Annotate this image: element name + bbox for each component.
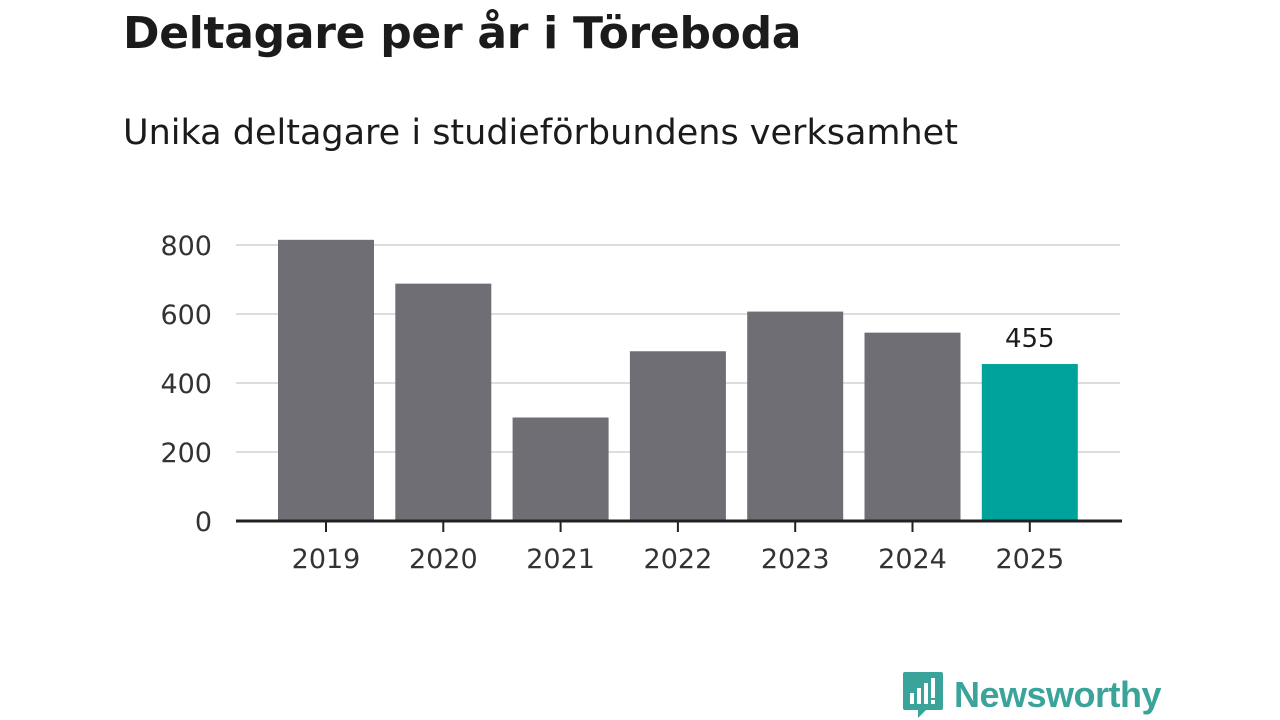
x-tick-label: 2022 <box>644 544 713 575</box>
labels: 0 200 400 600 800 2019 2020 2021 2022 2023 2024 202… <box>160 231 1064 575</box>
y-tick-label: 600 <box>160 300 212 331</box>
axes <box>236 519 1122 532</box>
bars <box>278 239 1078 521</box>
x-tick-label: 2021 <box>526 544 595 575</box>
bar-2019 <box>278 239 374 521</box>
x-tick-label: 2020 <box>409 544 478 575</box>
x-tick-label: 2019 <box>292 544 361 575</box>
y-tick-label: 800 <box>160 231 212 262</box>
x-tick-label: 2025 <box>995 544 1064 575</box>
bar-2023 <box>747 311 844 521</box>
bar-2022 <box>629 351 726 521</box>
bar-2025 <box>981 364 1078 521</box>
y-tick-label: 0 <box>195 507 212 538</box>
x-tick-label: 2023 <box>761 544 830 575</box>
bar-2020 <box>395 283 492 521</box>
newsworthy-chart-bubble-icon <box>903 672 943 718</box>
bar-2024 <box>864 332 961 521</box>
y-tick-label: 200 <box>160 438 212 469</box>
x-tick-label: 2024 <box>878 544 947 575</box>
logo-text: Newsworthy <box>954 674 1162 715</box>
y-tick-label: 400 <box>160 369 212 400</box>
chart-subtitle: Unika deltagare i studieförbundens verks… <box>123 113 958 153</box>
chart-title: Deltagare per år i Töreboda <box>123 8 802 59</box>
bar-2021 <box>512 417 609 521</box>
newsworthy-logo: Newsworthy <box>902 670 1162 720</box>
bar-value-label: 455 <box>1005 324 1055 354</box>
